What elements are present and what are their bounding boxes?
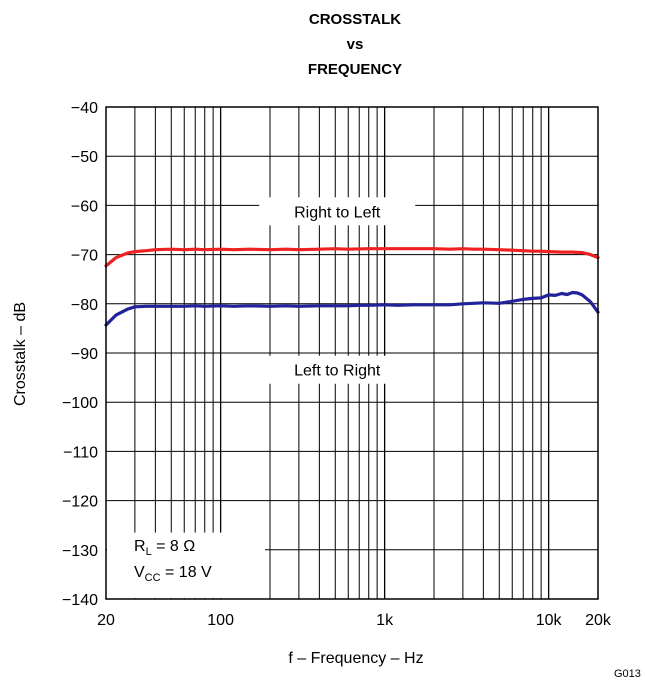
y-tick-label: −80	[71, 297, 98, 314]
rl-symbol: R	[134, 538, 146, 555]
title-line-3: FREQUENCY	[308, 61, 402, 78]
y-tick-label: −70	[71, 248, 98, 265]
y-tick-label: −60	[71, 198, 98, 215]
chart-title: CROSSTALK vs FREQUENCY	[308, 11, 402, 78]
annotation-bg-left-to-right	[259, 355, 416, 384]
x-tick-label: 20k	[585, 612, 612, 629]
vcc-subscript: CC	[145, 572, 161, 584]
plot-frame	[105, 106, 599, 600]
rl-value: = 8 Ω	[152, 538, 196, 555]
annotation-bg-right-to-left	[259, 197, 416, 226]
x-tick-label: 1k	[376, 612, 394, 629]
annotation-left-to-right: Left to Right	[294, 363, 381, 380]
title-line-1: CROSSTALK	[309, 11, 401, 28]
y-tick-label: −100	[62, 395, 98, 412]
label-backgrounds	[107, 197, 416, 598]
annotation-right-to-left: Right to Left	[294, 204, 381, 221]
y-axis-label: Crosstalk – dB	[12, 302, 29, 406]
series-lines	[104, 247, 600, 327]
y-tick-label: −130	[62, 543, 98, 560]
x-tick-labels: 20 100 1k 10k 20k	[97, 612, 612, 629]
grid	[106, 106, 598, 600]
series-line-right-to-left	[104, 247, 600, 268]
rl-subscript: L	[146, 546, 152, 558]
y-tick-label: −110	[63, 444, 98, 461]
y-tick-label: −50	[71, 149, 98, 166]
x-tick-label: 20	[97, 612, 115, 629]
vcc-symbol: V	[134, 564, 145, 581]
title-line-2: vs	[347, 36, 364, 53]
y-tick-labels: −40 −50 −60 −70 −80 −90 −100 −110 −120 −130 −140	[62, 100, 98, 609]
conditions-bg	[107, 532, 265, 598]
condition-supply-voltage: VCC = 18 V	[134, 564, 212, 584]
series-line-left-to-right	[104, 290, 600, 327]
x-tick-label: 10k	[536, 612, 563, 629]
test-conditions: RL = 8 Ω VCC = 18 V	[134, 538, 212, 584]
y-tick-label: −90	[71, 346, 98, 363]
y-tick-label: −140	[62, 592, 98, 609]
x-tick-label: 100	[207, 612, 234, 629]
figure-code: G013	[614, 668, 641, 680]
x-axis-label: f – Frequency – Hz	[288, 650, 423, 667]
vcc-value: = 18 V	[161, 564, 212, 581]
y-tick-label: −40	[71, 100, 98, 117]
condition-load-resistance: RL = 8 Ω	[134, 538, 195, 558]
y-tick-label: −120	[62, 494, 98, 511]
